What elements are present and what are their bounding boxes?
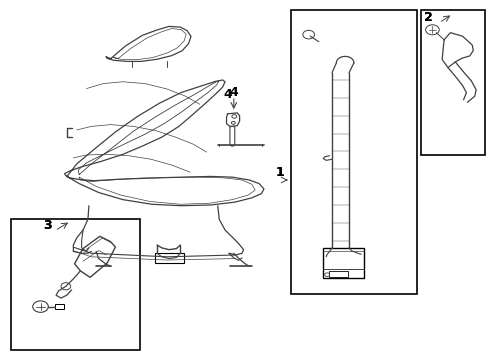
Bar: [55, 305, 64, 309]
Text: 2: 2: [423, 11, 432, 24]
Bar: [11, 219, 140, 350]
Text: 4: 4: [229, 86, 238, 99]
Text: 3: 3: [43, 219, 52, 232]
Bar: [328, 271, 347, 277]
Text: 1: 1: [275, 166, 284, 179]
Text: 1: 1: [275, 166, 284, 179]
Bar: [290, 10, 416, 294]
Bar: [323, 248, 363, 278]
Text: 4: 4: [223, 88, 231, 101]
Text: 2: 2: [423, 11, 432, 24]
Text: 3: 3: [43, 219, 52, 232]
Bar: [420, 10, 484, 155]
Bar: [154, 253, 183, 263]
